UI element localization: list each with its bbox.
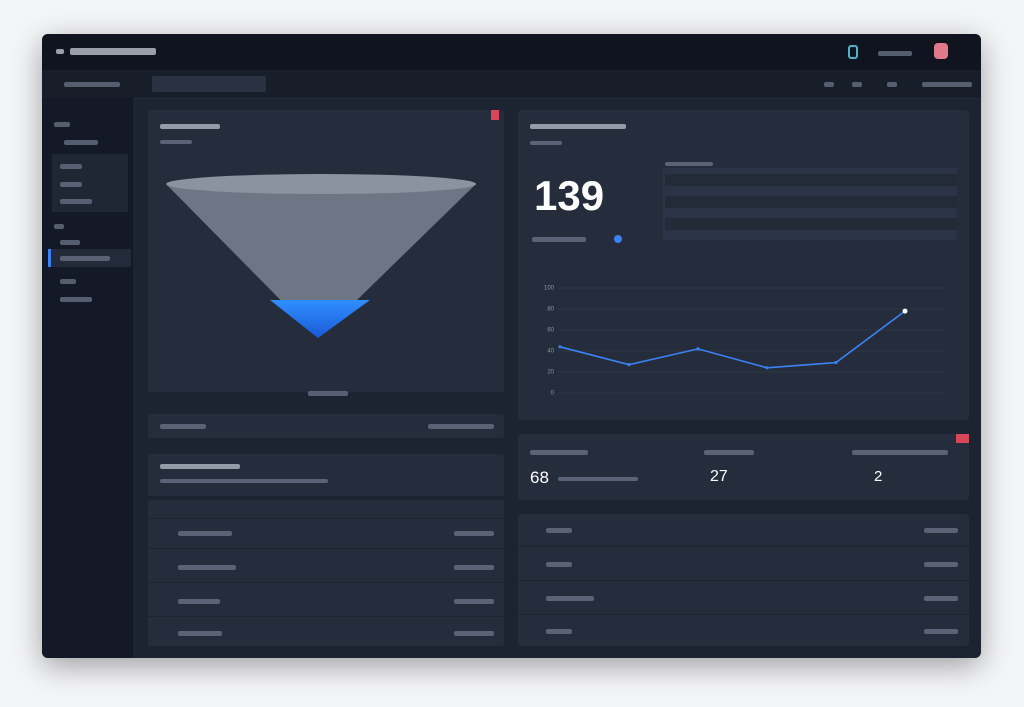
list-row[interactable]	[518, 616, 969, 646]
list-row[interactable]	[148, 618, 504, 648]
nav[interactable]	[60, 297, 92, 302]
list-row[interactable]	[518, 548, 969, 581]
point	[834, 360, 838, 365]
legend	[308, 391, 348, 396]
tool[interactable]	[852, 82, 862, 87]
sidebar	[42, 98, 133, 658]
list-header	[148, 500, 504, 519]
line	[559, 310, 906, 369]
stat-value: 68	[530, 468, 549, 487]
stat-value: 27	[710, 468, 728, 485]
point	[902, 308, 908, 314]
point	[558, 345, 562, 349]
info	[428, 424, 494, 429]
list-row[interactable]	[148, 552, 504, 583]
point	[696, 347, 700, 351]
icon[interactable]	[848, 45, 858, 59]
summary-table	[663, 162, 957, 240]
kpi-value: 139	[534, 172, 605, 219]
y-tick-label: 80	[547, 307, 554, 313]
y-tick-label: 20	[547, 370, 554, 376]
stat-note	[558, 477, 638, 481]
list-row[interactable]	[148, 518, 504, 549]
funnel-panel	[148, 110, 504, 396]
panel-title	[160, 124, 220, 129]
legend-dot	[614, 235, 622, 243]
panel-subtitle	[160, 140, 192, 144]
nav[interactable]	[60, 256, 110, 261]
list-panel	[518, 514, 969, 646]
nav[interactable]	[60, 182, 82, 187]
y-tick-label: 0	[551, 391, 555, 397]
stat-label	[530, 450, 588, 455]
badge	[956, 434, 969, 443]
y-tick-label: 40	[547, 349, 554, 355]
nav[interactable]	[60, 240, 80, 245]
nav	[54, 122, 70, 127]
info	[160, 424, 206, 429]
app-title	[70, 48, 156, 55]
avatar[interactable]	[934, 43, 948, 59]
line-chart: 0 20 40 60 80 100	[544, 286, 943, 397]
toolbar	[42, 70, 981, 99]
top-bar	[42, 34, 981, 70]
y-tick-label: 100	[544, 286, 555, 292]
nav[interactable]	[60, 279, 76, 284]
kpi-label	[532, 237, 586, 242]
badge	[491, 110, 499, 120]
list-row[interactable]	[518, 582, 969, 615]
y-tick-label: 60	[547, 328, 554, 334]
nav[interactable]	[60, 199, 92, 204]
stat-value: 2	[874, 468, 883, 485]
nav[interactable]	[64, 140, 98, 145]
search[interactable]	[152, 76, 266, 92]
point	[765, 366, 769, 370]
note-title	[160, 464, 240, 469]
stat-label	[704, 450, 754, 455]
info-bar	[148, 414, 504, 438]
note-panel	[148, 454, 504, 496]
list-row[interactable]	[518, 514, 969, 547]
panel-title	[530, 124, 626, 129]
point	[627, 363, 631, 367]
logo	[56, 49, 64, 54]
breadcrumb	[64, 82, 120, 87]
list-row[interactable]	[148, 586, 504, 617]
window: 139 0 20 40 60 80 100 68 27 2	[42, 34, 981, 658]
list-panel	[148, 500, 504, 646]
tool[interactable]	[922, 82, 972, 87]
metric-panel: 139 0 20 40 60 80 100	[518, 110, 969, 420]
panel-subtitle	[530, 141, 562, 145]
stat-label	[852, 450, 948, 455]
status	[878, 51, 912, 56]
nav	[54, 224, 64, 229]
note-text	[160, 479, 328, 483]
funnel	[166, 174, 476, 338]
tool[interactable]	[887, 82, 897, 87]
nav[interactable]	[60, 164, 82, 169]
tool[interactable]	[824, 82, 834, 87]
stats-panel: 68 27 2	[518, 434, 969, 500]
